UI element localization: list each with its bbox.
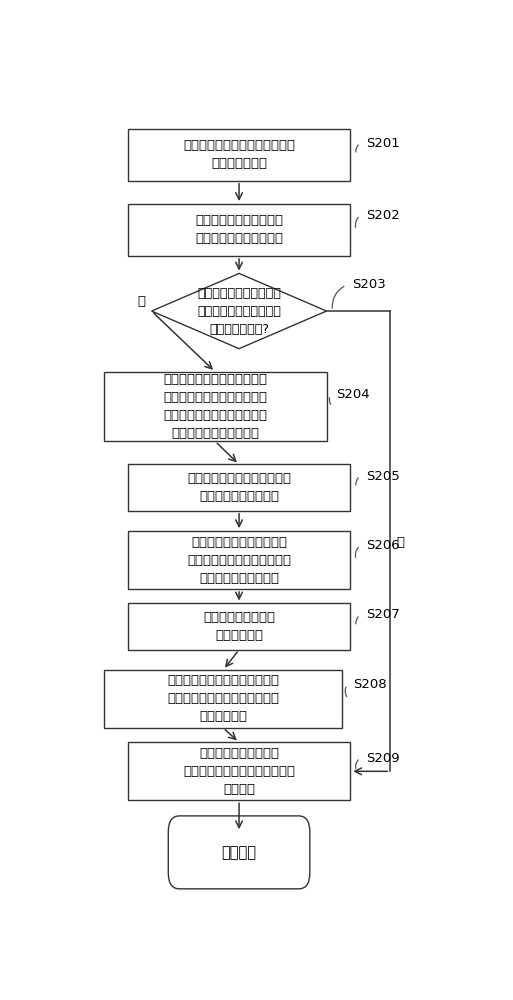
FancyBboxPatch shape [128, 129, 350, 181]
Text: S203: S203 [352, 278, 386, 292]
Text: 第二资金管理服务器将与所述冻
结额度对应的资金划拨到第一资
金管理服务器: 第二资金管理服务器将与所述冻 结额度对应的资金划拨到第一资 金管理服务器 [167, 674, 279, 723]
FancyBboxPatch shape [128, 603, 350, 650]
Text: S204: S204 [337, 388, 370, 401]
Text: 分别冻结客户端账户中的授信
透支额度和授信贷款额度以及
资金余额，使得冻结额度大于
或等于所述支付金额额度: 分别冻结客户端账户中的授信 透支额度和授信贷款额度以及 资金余额，使得冻结额度大… [163, 373, 267, 440]
Text: 账户授信透支额度与账户
授信贷款额度以及资金余
额之和是否足够?: 账户授信透支额度与账户 授信贷款额度以及资金余 额之和是否足够? [197, 287, 281, 336]
Text: 否: 否 [396, 536, 404, 549]
Text: S208: S208 [353, 678, 387, 691]
Polygon shape [152, 273, 326, 349]
FancyBboxPatch shape [128, 742, 350, 800]
Text: 结束流程: 结束流程 [222, 845, 256, 860]
Text: 第二资金管理服务器接收
客户端发送支付请求信息: 第二资金管理服务器接收 客户端发送支付请求信息 [195, 215, 283, 245]
FancyBboxPatch shape [168, 816, 310, 889]
Text: 将电子支付凭证发送给商户
端，并同步到信息中心服务器
和第一资金管理服务器: 将电子支付凭证发送给商户 端，并同步到信息中心服务器 和第一资金管理服务器 [187, 536, 291, 584]
Text: 根据支付请求信息和冻结信息
生成电子承诺支付凭证: 根据支付请求信息和冻结信息 生成电子承诺支付凭证 [187, 472, 291, 503]
FancyBboxPatch shape [128, 464, 350, 511]
FancyBboxPatch shape [104, 670, 342, 728]
Text: S202: S202 [366, 209, 400, 222]
Text: 客户端向第二资金管理服务器发
送支付请求信息: 客户端向第二资金管理服务器发 送支付请求信息 [183, 139, 295, 170]
Text: S205: S205 [366, 470, 400, 483]
FancyBboxPatch shape [104, 372, 326, 441]
Text: 第二资金管理服务器
接收解付信息: 第二资金管理服务器 接收解付信息 [203, 611, 275, 642]
Text: S207: S207 [366, 608, 400, 621]
Text: 第一资金管理服务器将
将接收到的支付金额划款到商户
端的账户: 第一资金管理服务器将 将接收到的支付金额划款到商户 端的账户 [183, 747, 295, 796]
FancyBboxPatch shape [128, 531, 350, 589]
Text: 是: 是 [137, 295, 146, 308]
Text: S209: S209 [366, 752, 400, 764]
Text: S201: S201 [366, 137, 400, 150]
Text: S206: S206 [366, 539, 400, 552]
FancyBboxPatch shape [128, 204, 350, 256]
